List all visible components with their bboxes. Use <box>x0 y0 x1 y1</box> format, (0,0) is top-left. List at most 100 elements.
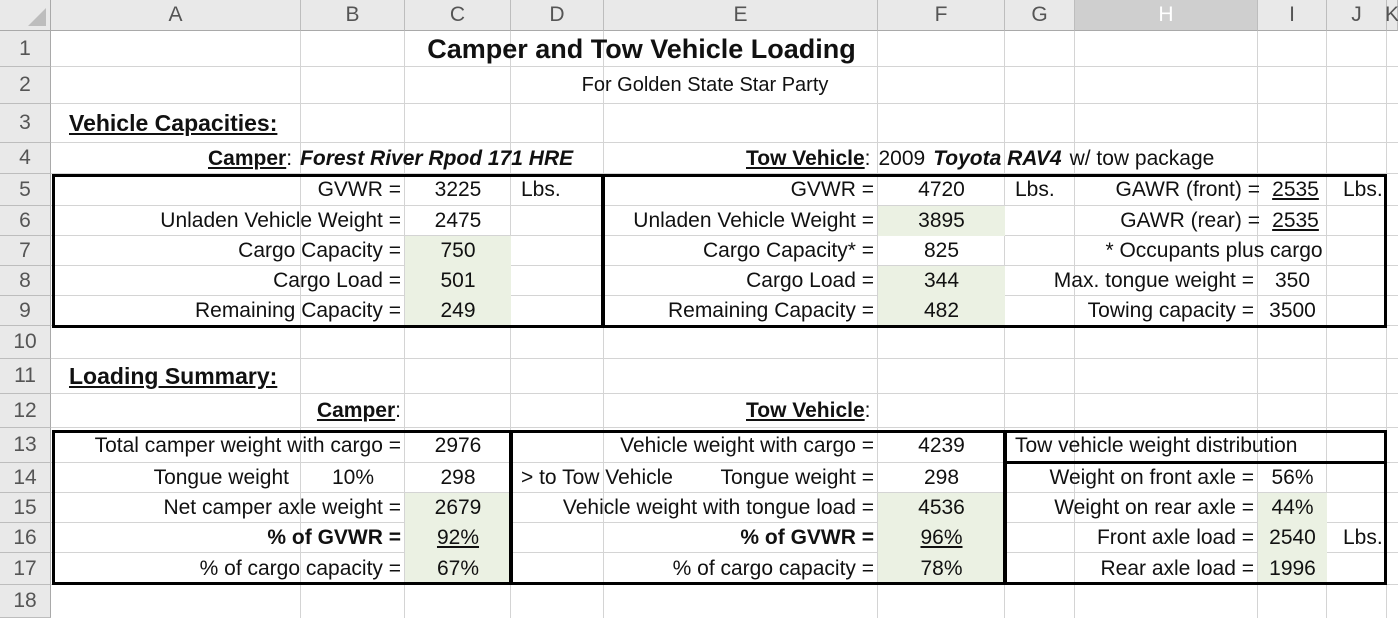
distribution-box-right <box>1384 430 1387 585</box>
camper-remaining-value: 249 <box>440 299 476 322</box>
row-header-13[interactable]: 13 <box>0 428 51 463</box>
row-header-8[interactable]: 8 <box>0 266 51 296</box>
tow-with-tongue-value: 4536 <box>918 496 965 519</box>
tow-cargo-load-label: Cargo Load = <box>746 269 874 292</box>
tow-capacities-box-right <box>1384 174 1387 328</box>
highlight-fill <box>878 296 1005 326</box>
highlight-fill <box>1258 553 1327 585</box>
tow-vehicle-colon: : <box>864 146 871 170</box>
camper-summary-box-left <box>52 430 55 585</box>
column-header-b[interactable]: B <box>301 0 405 31</box>
front-axle-load-label: Front axle load = <box>1096 526 1254 549</box>
tow-tongue-value: 298 <box>923 466 960 489</box>
camper-tongue-value: 298 <box>440 466 476 489</box>
row-header-12[interactable]: 12 <box>0 394 51 428</box>
highlight-fill <box>878 206 1005 236</box>
row-header-5[interactable]: 5 <box>0 174 51 206</box>
row-header-9[interactable]: 9 <box>0 296 51 326</box>
column-header-c[interactable]: C <box>405 0 511 31</box>
camper-tongue-pct: 10% <box>331 466 375 489</box>
camper-cargo-load-value: 501 <box>440 269 476 292</box>
camper-unladen-label: Unladen Vehicle Weight = <box>160 209 401 232</box>
column-header-g[interactable]: G <box>1005 0 1075 31</box>
column-header-k[interactable]: K <box>1385 0 1398 31</box>
sheet-subtitle: For Golden State Star Party <box>581 74 829 96</box>
gridline-h <box>51 173 1398 174</box>
camper-total-value: 2976 <box>434 433 482 457</box>
camper-capacities-box-bottom <box>52 325 604 328</box>
column-header-d[interactable]: D <box>511 0 604 31</box>
front-axle-load-unit: Lbs. <box>1343 526 1383 549</box>
gridline-h <box>51 552 1398 553</box>
column-header-e[interactable]: E <box>604 0 878 31</box>
gridline-h <box>51 522 1398 523</box>
highlight-fill <box>405 553 511 585</box>
rear-axle-load-label: Rear axle load = <box>1100 557 1254 580</box>
highlight-fill <box>405 236 511 266</box>
rear-axle-pct-label: Weight on rear axle = <box>1054 496 1254 519</box>
highlight-fill <box>405 523 511 553</box>
row-header-6[interactable]: 6 <box>0 206 51 236</box>
row-header-17[interactable]: 17 <box>0 553 51 585</box>
sheet-title: Camper and Tow Vehicle Loading <box>427 33 856 64</box>
camper-gvwr-unit: Lbs. <box>521 178 561 201</box>
row-header-3[interactable]: 3 <box>0 104 51 143</box>
gridline-h <box>51 462 1398 463</box>
row-header-4[interactable]: 4 <box>0 143 51 174</box>
column-header-a[interactable]: A <box>51 0 301 31</box>
column-header-i[interactable]: I <box>1258 0 1327 31</box>
tow-pct-gvwr-value: 96% <box>920 526 963 549</box>
camper-heading-row: Camper: Forest River Rpod 171 HRE <box>51 143 604 174</box>
row-header-16[interactable]: 16 <box>0 523 51 553</box>
tow-heading-row: Tow Vehicle:2009 Toyota RAV4 w/ tow packag… <box>604 143 1387 174</box>
column-header-h[interactable]: H <box>1075 0 1258 31</box>
to-tow-vehicle-label: > to Tow Vehicle <box>521 466 673 489</box>
row-header-10[interactable]: 10 <box>0 326 51 359</box>
tow-summary-box-top <box>510 430 1006 433</box>
highlight-fill <box>405 296 511 326</box>
gridline-v <box>404 31 405 618</box>
row-header-1[interactable]: 1 <box>0 31 51 67</box>
rear-axle-load-value: 1996 <box>1269 557 1316 580</box>
gawr-rear-value: 2535 <box>1272 209 1319 232</box>
row-header-11[interactable]: 11 <box>0 359 51 394</box>
select-all-corner[interactable] <box>0 0 51 31</box>
camper-capacities-box-top <box>52 174 604 177</box>
row-header-15[interactable]: 15 <box>0 493 51 523</box>
column-header-f[interactable]: F <box>878 0 1005 31</box>
tow-capacities-box-left <box>602 174 605 328</box>
camper-summary-box-top <box>52 430 512 433</box>
highlight-fill <box>1258 493 1327 523</box>
camper-gvwr-value: 3225 <box>434 178 482 201</box>
gridline-h <box>51 295 1398 296</box>
occupants-note: * Occupants plus cargo <box>1105 239 1323 262</box>
max-tongue-label: Max. tongue weight = <box>1053 269 1254 292</box>
distribution-box-top <box>1004 430 1387 433</box>
highlight-fill <box>405 266 511 296</box>
camper-cargo-capacity-label: Cargo Capacity = <box>238 239 401 262</box>
row-header-7[interactable]: 7 <box>0 236 51 266</box>
tow-summary-box-left <box>510 430 513 585</box>
gridline-v <box>300 31 301 618</box>
tow-tongue-label: Tongue weight = <box>720 466 874 489</box>
row-header-18[interactable]: 18 <box>0 585 51 618</box>
highlight-fill <box>405 493 511 523</box>
column-header-j[interactable]: J <box>1327 0 1387 31</box>
highlight-fill <box>878 553 1005 585</box>
tow-gvwr-value: 4720 <box>918 178 965 201</box>
distribution-box-bottom <box>1004 582 1387 585</box>
gridline-v <box>1074 31 1075 618</box>
gawr-front-label: GAWR (front) = <box>1115 178 1261 201</box>
summary-camper-colon: : <box>395 399 401 422</box>
row-header-2[interactable]: 2 <box>0 67 51 104</box>
tow-unladen-label: Unladen Vehicle Weight = <box>633 209 874 232</box>
distribution-heading: Tow vehicle weight distribution <box>1015 433 1298 457</box>
camper-cargo-load-label: Cargo Load = <box>273 269 401 292</box>
gridline-h <box>51 235 1398 236</box>
camper-pct-gvwr-label: % of GVWR = <box>267 526 401 549</box>
row-header-14[interactable]: 14 <box>0 463 51 493</box>
tow-remaining-value: 482 <box>923 299 960 322</box>
tow-vehicle-year: 2009 <box>878 146 926 170</box>
tow-vehicle-label: Tow Vehicle <box>746 146 865 170</box>
